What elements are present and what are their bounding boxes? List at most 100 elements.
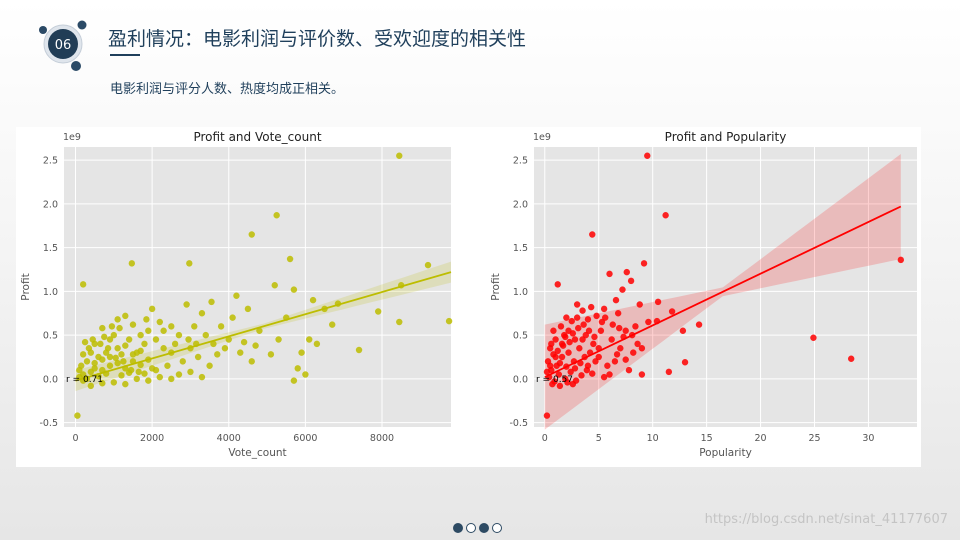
y-tick-label: -0.5 [39,418,58,429]
x-tick-label: 5 [596,433,602,444]
data-point [552,336,559,343]
data-point [183,301,190,308]
data-point [148,365,156,372]
data-point [606,371,613,378]
data-point [602,314,609,321]
data-point [654,298,662,306]
plot-area [64,147,451,427]
y-tick-label: 0.0 [513,374,528,385]
data-point [179,358,186,365]
data-point [89,336,96,343]
data-point [125,336,133,343]
data-point [568,317,575,325]
data-point [118,372,125,379]
data-point [168,375,175,383]
data-point [608,336,615,343]
data-point [237,349,244,356]
pagination-dot[interactable] [466,523,476,533]
correlation-annotation: r = 0.71 [66,375,103,385]
data-point [566,338,573,346]
data-point [129,321,137,328]
plot-area [534,147,917,427]
data-point [99,356,106,363]
correlation-annotation: r = 0.57 [536,375,573,385]
data-point [175,371,183,378]
data-point [600,305,608,313]
badge-circle [48,29,78,59]
data-point [555,371,563,378]
chart-panel: 0 2000 4000 6000 8000 -0.5 0.0 0.5 1.0 1.5 2.0 2.5 1… [16,127,921,467]
data-point [617,345,624,352]
data-point [548,340,555,348]
pagination-dot[interactable] [492,523,502,533]
data-point [156,318,163,326]
data-point [221,345,229,352]
data-point [141,370,148,377]
x-tick-label: 4000 [217,433,241,444]
data-point [578,372,585,379]
pagination-dot[interactable] [479,523,489,533]
data-point [290,377,298,384]
data-point [847,355,855,362]
data-point [210,340,217,348]
badge-number: 06 [55,38,72,53]
data-point [148,305,156,313]
data-point [582,331,589,339]
data-point [585,327,593,334]
data-point [168,323,175,330]
data-point [695,321,703,328]
data-point [543,368,551,376]
data-point [557,323,565,330]
data-point [569,380,577,388]
page-title: 盈利情况：电影利润与评价数、受欢迎度的相关性 [108,28,527,50]
data-point [229,314,236,321]
data-point [573,314,581,321]
data-point [638,345,646,352]
data-point [290,286,298,293]
data-point [590,340,597,348]
data-point [101,333,108,341]
data-point [625,366,633,374]
regression-line [75,271,452,382]
title-underline [110,54,140,56]
data-point [275,336,282,343]
pagination-dot[interactable] [453,523,463,533]
data-point [91,359,98,367]
x-axis-label: Popularity [699,447,752,459]
x-tick-label: 25 [808,433,820,444]
data-point [313,340,321,348]
data-point [662,212,669,219]
y-multiplier-label: 1e9 [63,132,81,143]
x-tick-label: 30 [862,433,874,444]
data-point [396,318,403,326]
y-tick-label: 1.5 [513,243,528,254]
data-point [556,359,564,367]
x-tick-label: 20 [755,433,767,444]
data-point [668,308,676,315]
data-point [580,321,587,328]
data-point [589,231,596,238]
data-point [206,362,213,369]
data-point [164,362,171,369]
data-point [267,351,275,358]
badge-decor-dot [77,20,87,30]
data-point [302,371,309,378]
page-subtitle: 电影利润与评分人数、热度均成正相关。 [110,82,345,97]
data-point [591,333,598,341]
data-point [556,382,564,390]
data-point [550,351,557,358]
data-point [160,327,167,334]
data-point [194,353,202,361]
data-point [120,358,127,365]
data-point [613,351,621,358]
data-point [584,362,592,369]
profit-popularity-chart: 0 5 10 15 20 25 30 -0.5 0.0 0.5 1.0 1.5 2.0 2.5 1e9 Pro… [490,130,917,459]
x-tick-label: 15 [701,433,713,444]
data-point [614,310,622,317]
data-point [112,354,119,362]
data-point [609,321,616,328]
data-point [644,152,651,159]
y-tick-label: 1.5 [43,243,58,254]
data-point [97,340,104,348]
x-tick-label: 8000 [370,433,394,444]
